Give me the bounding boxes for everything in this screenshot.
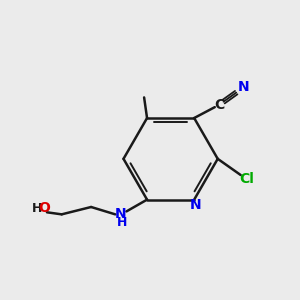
Text: Cl: Cl (240, 172, 255, 186)
Text: N: N (115, 207, 126, 221)
Text: O: O (38, 202, 50, 215)
Text: N: N (190, 198, 202, 212)
Text: H: H (117, 216, 127, 229)
Text: N: N (238, 80, 249, 94)
Text: H: H (32, 202, 42, 215)
Text: C: C (214, 98, 224, 112)
